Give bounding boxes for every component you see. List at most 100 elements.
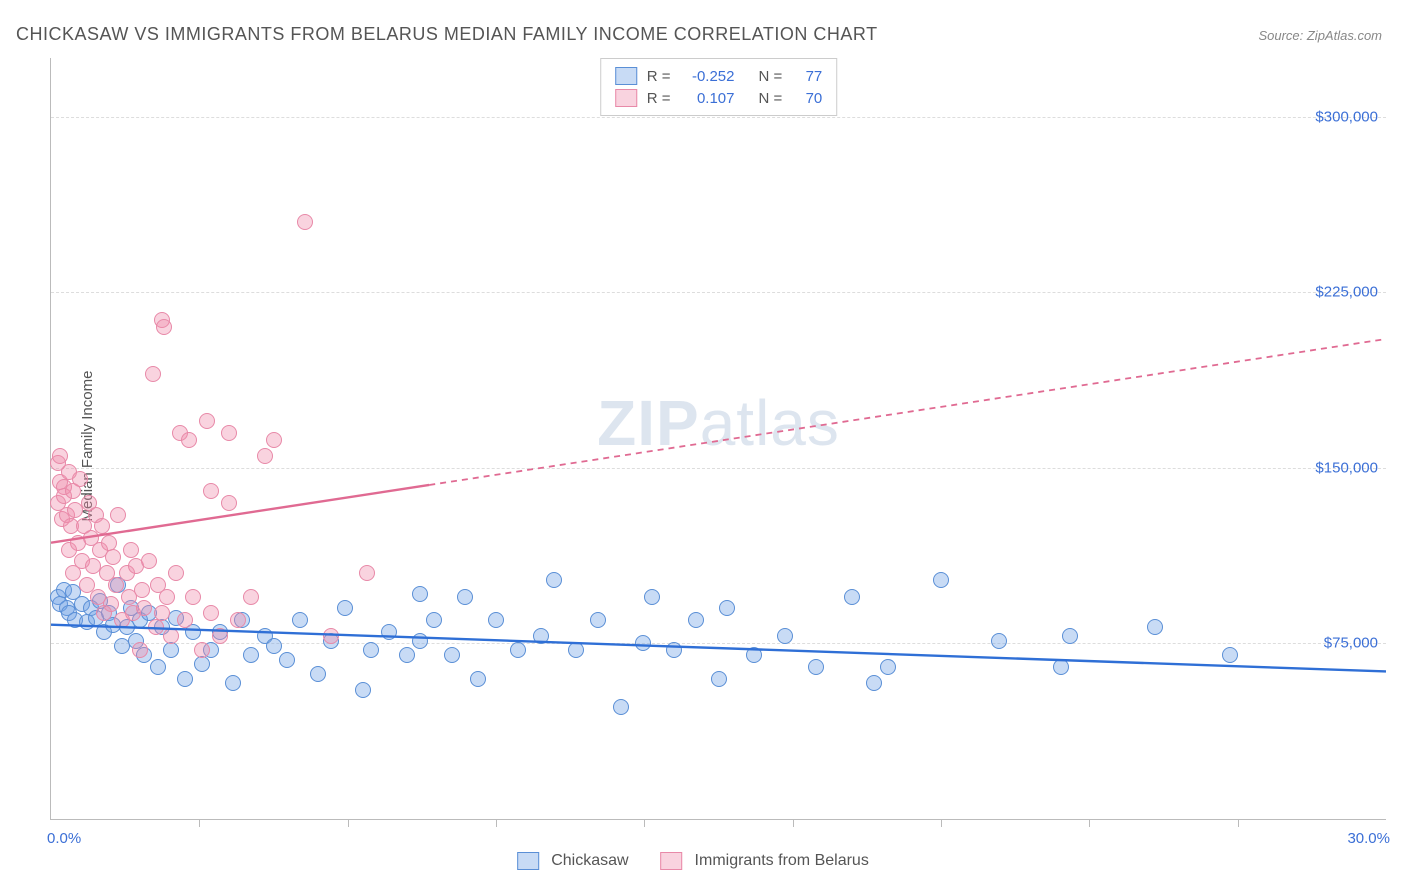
legend-stat-row: R =-0.252N =77 [615, 65, 823, 87]
data-point [134, 582, 150, 598]
data-point [844, 589, 860, 605]
watermark: ZIPatlas [597, 386, 840, 460]
data-point [72, 471, 88, 487]
data-point [613, 699, 629, 715]
data-point [257, 448, 273, 464]
data-point [225, 675, 241, 691]
x-axis-end-label: 30.0% [1347, 830, 1390, 847]
x-tick [496, 819, 497, 827]
data-point [323, 628, 339, 644]
data-point [488, 612, 504, 628]
legend-stat-row: R =0.107N =70 [615, 87, 823, 109]
y-tick-label: $300,000 [1315, 108, 1378, 125]
data-point [279, 652, 295, 668]
data-point [243, 647, 259, 663]
data-point [52, 448, 68, 464]
gridline [51, 468, 1386, 469]
data-point [644, 589, 660, 605]
data-point [635, 635, 651, 651]
data-point [1147, 619, 1163, 635]
data-point [168, 565, 184, 581]
data-point [150, 659, 166, 675]
gridline [51, 292, 1386, 293]
data-point [688, 612, 704, 628]
data-point [546, 572, 562, 588]
data-point [412, 633, 428, 649]
data-point [444, 647, 460, 663]
data-point [746, 647, 762, 663]
data-point [1053, 659, 1069, 675]
data-point [194, 656, 210, 672]
data-point [132, 642, 148, 658]
data-point [110, 507, 126, 523]
data-point [719, 600, 735, 616]
data-point [355, 682, 371, 698]
data-point [426, 612, 442, 628]
data-point [185, 589, 201, 605]
gridline [51, 117, 1386, 118]
y-tick-label: $225,000 [1315, 284, 1378, 301]
data-point [533, 628, 549, 644]
data-point [292, 612, 308, 628]
data-point [148, 619, 164, 635]
data-point [212, 628, 228, 644]
x-tick [348, 819, 349, 827]
data-point [381, 624, 397, 640]
x-tick [644, 819, 645, 827]
data-point [103, 596, 119, 612]
data-point [154, 605, 170, 621]
y-tick-label: $150,000 [1315, 459, 1378, 476]
data-point [105, 549, 121, 565]
legend-swatch [517, 852, 539, 870]
legend-series: ChickasawImmigrants from Belarus [517, 852, 889, 870]
x-tick [1089, 819, 1090, 827]
y-tick-label: $75,000 [1324, 635, 1378, 652]
data-point [1222, 647, 1238, 663]
data-point [310, 666, 326, 682]
x-tick [941, 819, 942, 827]
x-tick [1238, 819, 1239, 827]
data-point [866, 675, 882, 691]
data-point [363, 642, 379, 658]
trendlines [51, 58, 1386, 819]
legend-series-label: Chickasaw [551, 852, 628, 870]
data-point [297, 214, 313, 230]
data-point [777, 628, 793, 644]
data-point [412, 586, 428, 602]
data-point [880, 659, 896, 675]
legend-swatch [615, 89, 637, 107]
data-point [177, 612, 193, 628]
data-point [808, 659, 824, 675]
data-point [399, 647, 415, 663]
x-tick [199, 819, 200, 827]
chart-title: CHICKASAW VS IMMIGRANTS FROM BELARUS MED… [16, 24, 878, 45]
data-point [123, 542, 139, 558]
data-point [177, 671, 193, 687]
data-point [145, 366, 161, 382]
data-point [568, 642, 584, 658]
data-point [933, 572, 949, 588]
data-point [337, 600, 353, 616]
data-point [1062, 628, 1078, 644]
data-point [221, 495, 237, 511]
data-point [510, 642, 526, 658]
legend-swatch [661, 852, 683, 870]
x-tick [793, 819, 794, 827]
data-point [94, 518, 110, 534]
data-point [991, 633, 1007, 649]
data-point [243, 589, 259, 605]
data-point [666, 642, 682, 658]
data-point [136, 600, 152, 616]
data-point [470, 671, 486, 687]
legend-stats: R =-0.252N =77R =0.107N =70 [600, 58, 838, 116]
data-point [230, 612, 246, 628]
data-point [181, 432, 197, 448]
data-point [711, 671, 727, 687]
data-point [221, 425, 237, 441]
data-point [203, 483, 219, 499]
gridline [51, 643, 1386, 644]
data-point [159, 589, 175, 605]
data-point [156, 319, 172, 335]
plot-area: ZIPatlas R =-0.252N =77R =0.107N =70 $75… [50, 58, 1386, 820]
data-point [359, 565, 375, 581]
